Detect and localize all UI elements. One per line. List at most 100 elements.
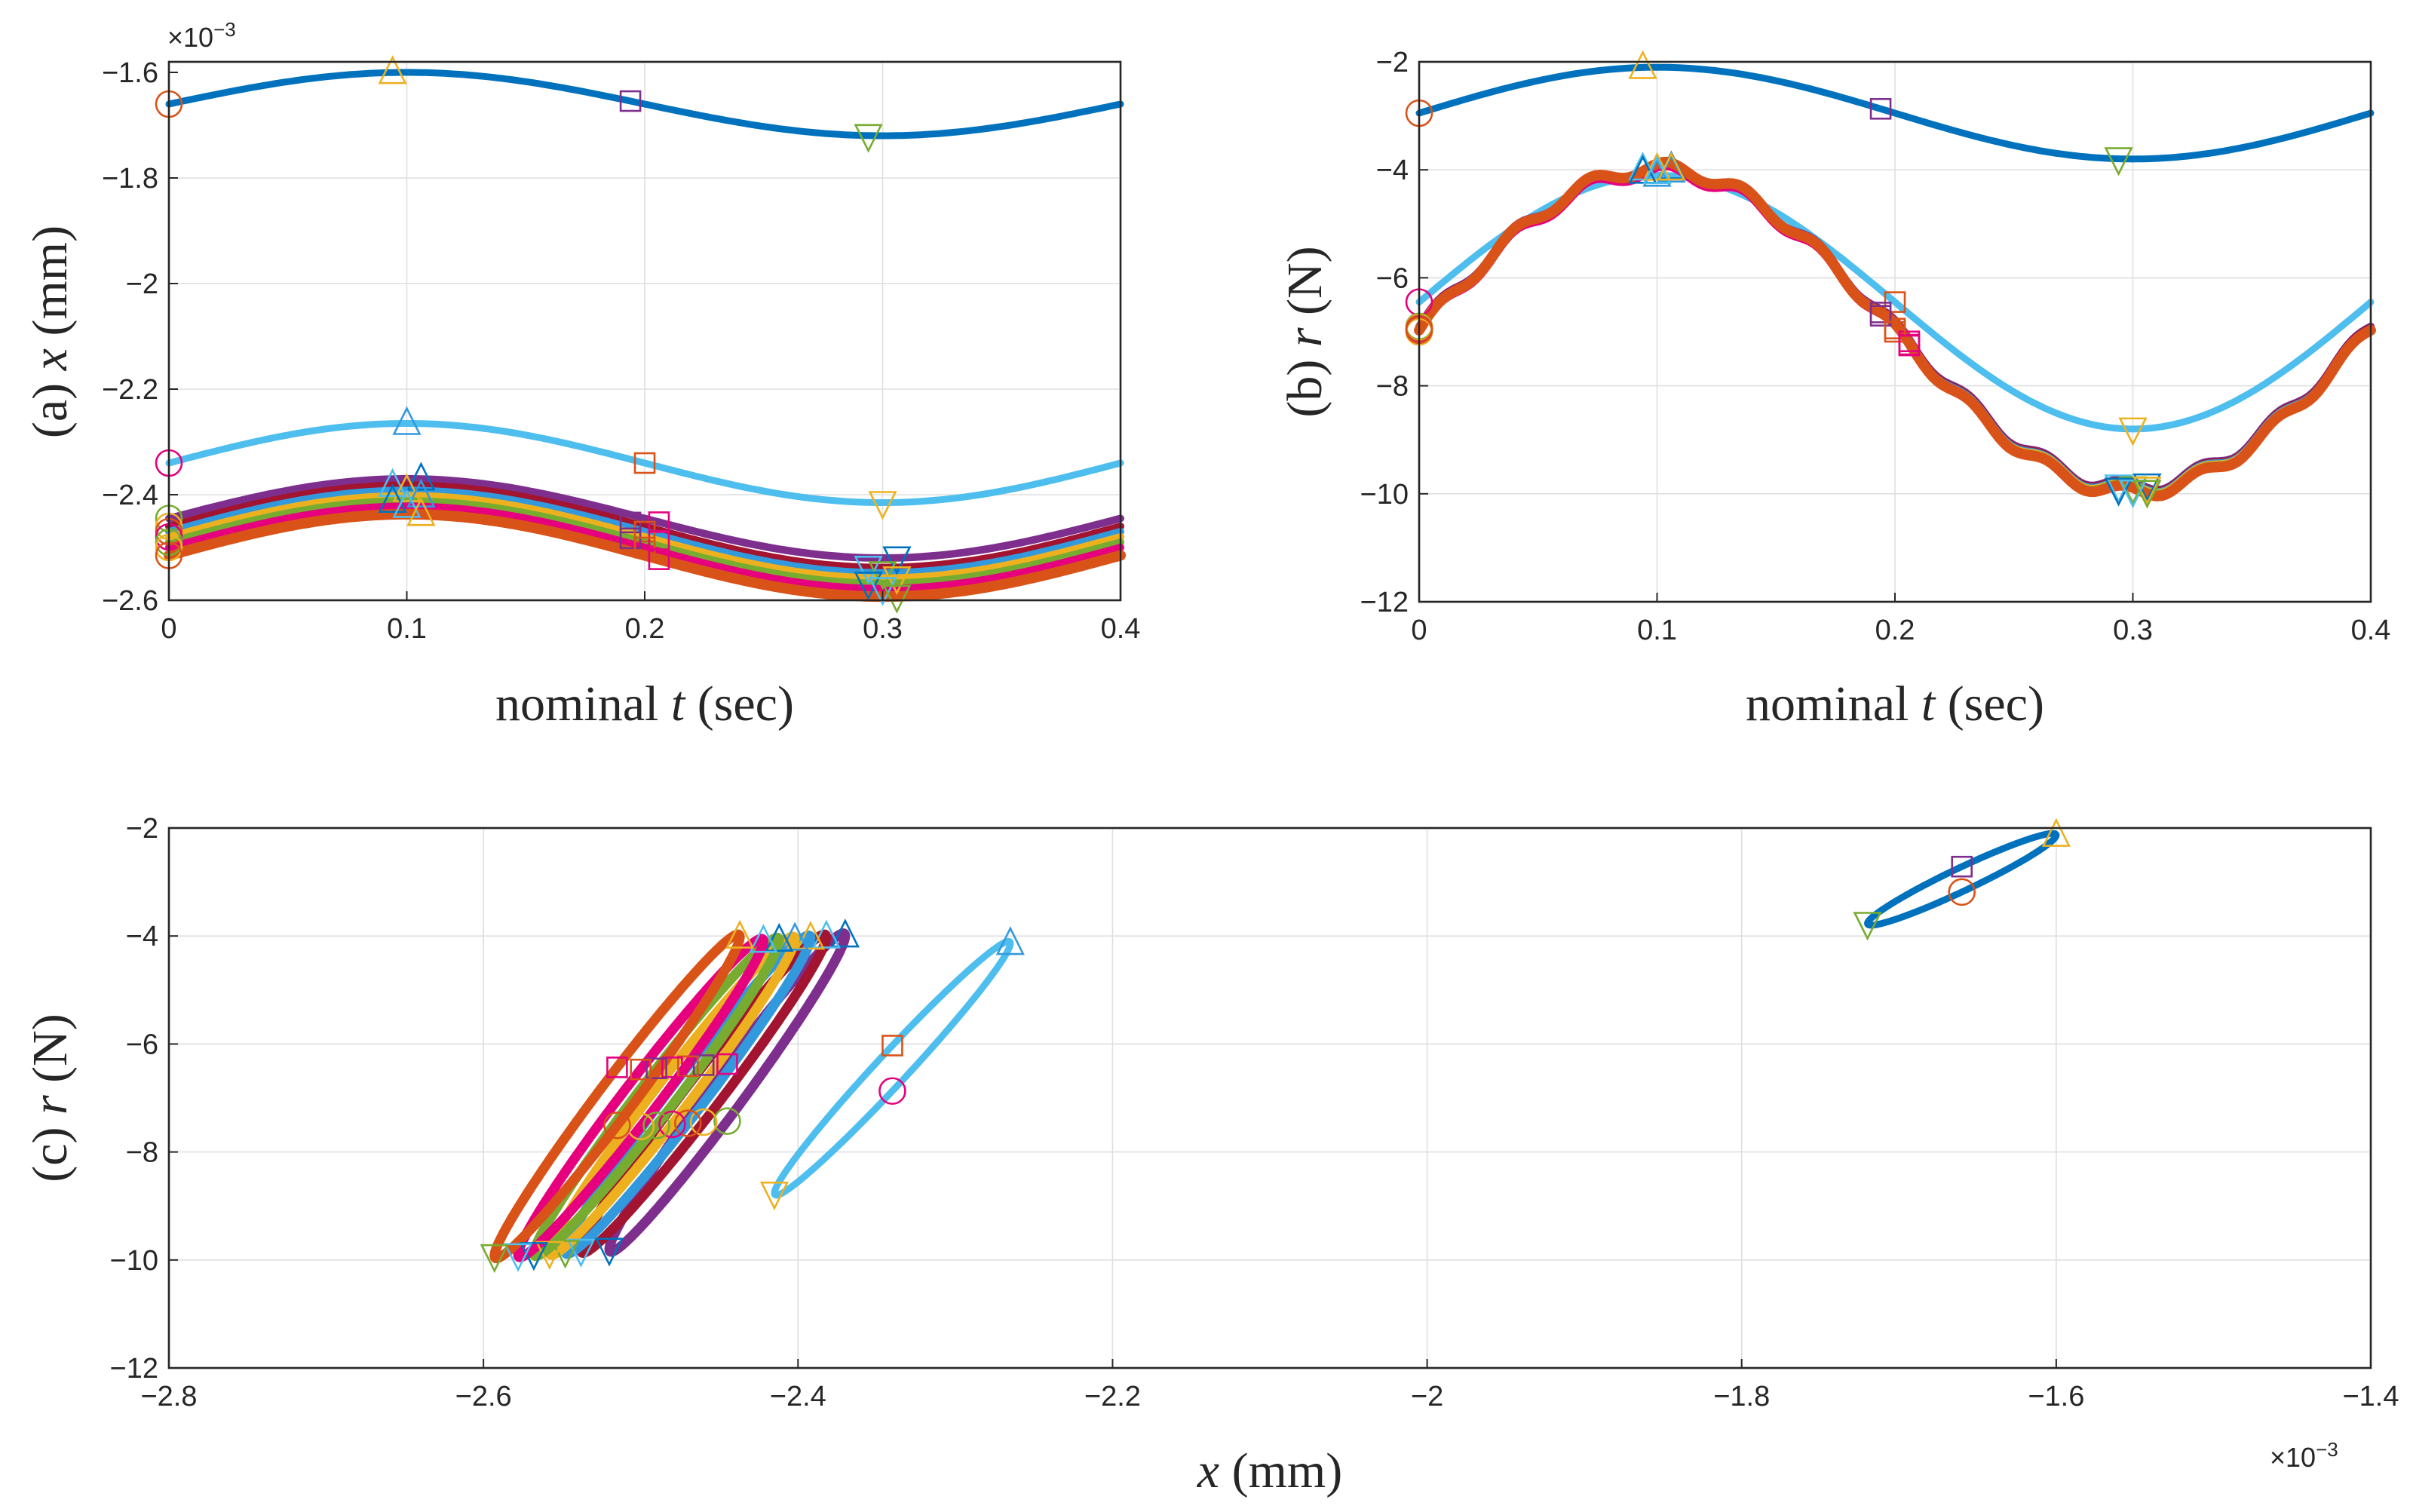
- marker-up-4: [1628, 152, 1657, 181]
- loop-marker-circle-7: [642, 1112, 670, 1139]
- marker-square-8: [633, 536, 656, 559]
- panel-b-x-label: nominal t (sec): [1746, 676, 2044, 731]
- loop-6: [544, 931, 800, 1260]
- marker-up-3: [406, 462, 436, 491]
- panel-c-grid: [169, 828, 2371, 1368]
- loop-marker-down-7: [519, 1242, 548, 1271]
- loop-marker-circle-5: [673, 1109, 702, 1137]
- loop-1: [1864, 830, 2060, 929]
- y-tick-label: −10: [1360, 479, 1409, 511]
- panel-c: −2.8 −2.6 −2.4 −2.2 −2 −1.8 −1.6 −1.4 −12 −10 −8 −6…: [23, 813, 2399, 1498]
- loop-marker-down-9: [480, 1244, 509, 1274]
- panel-c-markers: [480, 817, 2071, 1274]
- loop-marker-down-2: [759, 1181, 790, 1211]
- panel-a-markers: [155, 55, 912, 614]
- x-tick-label: 0.4: [1101, 613, 1141, 645]
- loop-marker-up-1: [2041, 817, 2071, 847]
- marker-square-1: [1869, 97, 1892, 120]
- loop-marker-square-4: [692, 1054, 715, 1076]
- marker-square-1: [619, 90, 642, 112]
- series-line-3: [165, 475, 1124, 562]
- panel-c-plot-area: [167, 827, 2372, 1369]
- series-line-5: [165, 486, 1124, 577]
- loop-marker-down-8: [503, 1243, 533, 1272]
- x-tick-label: −2.8: [140, 1381, 197, 1412]
- series-line-8: [165, 502, 1124, 593]
- loop-marker-down-1: [1853, 912, 1882, 941]
- loop-9: [489, 929, 745, 1264]
- x-tick-label: −2.6: [455, 1381, 512, 1412]
- panel-b-ticks: 0 0.1 0.2 0.3 0.4 −12 −10 −8 −6 −4 −2: [1360, 47, 2391, 646]
- panel-a-series: [164, 69, 1126, 603]
- panel-c-x-label: x (mm): [1197, 1443, 1342, 1498]
- loop-marker-square-5: [676, 1055, 699, 1078]
- y-tick-label: −12: [110, 1353, 158, 1385]
- y-tick-label: −12: [1360, 587, 1409, 618]
- x-tick-label: 0.1: [387, 613, 427, 645]
- marker-square-8: [1884, 320, 1906, 343]
- x-tick-label: 0.2: [1875, 615, 1915, 646]
- marker-up-7: [378, 483, 407, 513]
- x-tick-label: −1.8: [1713, 1381, 1770, 1412]
- marker-down-1: [2104, 147, 2133, 176]
- panel-a: 0 0.1 0.2 0.3 0.4 −2.6 −2.4 −2.2 −2 −1.8 −1.6 ×10−…: [23, 18, 1140, 731]
- loop-marker-up-7: [765, 922, 794, 952]
- x-tick-label: 0: [161, 613, 176, 645]
- marker-down-9: [2132, 480, 2162, 509]
- marker-down-3: [882, 546, 912, 575]
- marker-down-2: [2118, 417, 2148, 446]
- marker-down-9: [882, 584, 912, 614]
- x-tick-label: 0.3: [2113, 615, 2153, 646]
- marker-down-6: [882, 566, 912, 596]
- loop-marker-down-3: [594, 1238, 624, 1267]
- x-tick-label: 0.2: [625, 613, 665, 645]
- loop-marker-up-4: [811, 919, 841, 949]
- loop-marker-up-6: [780, 922, 810, 951]
- loop-8: [513, 934, 768, 1262]
- y-tick-label: −2.2: [102, 374, 158, 406]
- y-tick-label: −4: [126, 921, 158, 952]
- loop-marker-circle-3: [713, 1107, 741, 1135]
- marker-down-2: [868, 491, 897, 520]
- series-line-9: [1414, 156, 2376, 501]
- panel-b: 0 0.1 0.2 0.3 0.4 −12 −10 −8 −6 −4 −2 (b) r (N) no…: [1277, 47, 2390, 731]
- marker-square-6: [648, 529, 670, 552]
- panel-c-ticks: −2.8 −2.6 −2.4 −2.2 −2 −1.8 −1.6 −1.4 −12 −10 −8 −6…: [110, 813, 2399, 1412]
- panel-a-x-label: nominal t (sec): [495, 676, 794, 731]
- panel-a-y-multiplier: ×10−3: [167, 18, 236, 53]
- marker-up-6: [406, 478, 436, 508]
- loop-marker-circle-2: [878, 1077, 906, 1106]
- x-tick-label: −1.6: [2028, 1381, 2084, 1412]
- loop-marker-square-8: [630, 1058, 652, 1081]
- x-tick-label: 0.3: [863, 613, 903, 645]
- series-line-4: [165, 481, 1124, 572]
- loop-marker-square-2: [881, 1035, 903, 1057]
- loop-marker-circle-4: [689, 1108, 718, 1136]
- panel-a-ticks: 0 0.1 0.2 0.3 0.4 −2.6 −2.4 −2.2 −2 −1.8 −1.6: [102, 57, 1140, 645]
- marker-up-1: [1628, 50, 1657, 79]
- series-line-1: [165, 69, 1124, 140]
- y-tick-label: −2.4: [102, 480, 158, 511]
- x-tick-label: 0.4: [2351, 615, 2391, 646]
- panel-c-x-multiplier: ×10−3: [2270, 1438, 2338, 1473]
- y-tick-label: −8: [126, 1137, 158, 1169]
- y-tick-label: −1.6: [102, 57, 158, 89]
- loop-marker-square-1: [1951, 855, 1973, 878]
- loop-marker-up-2: [995, 926, 1025, 955]
- x-tick-label: −2.4: [770, 1381, 826, 1412]
- marker-square-2: [633, 452, 656, 474]
- loop-marker-up-3: [830, 919, 860, 948]
- marker-up-9: [406, 497, 436, 526]
- loop-marker-circle-6: [658, 1110, 686, 1139]
- marker-down-4: [854, 556, 883, 585]
- loop-marker-up-9: [725, 919, 755, 949]
- marker-down-1: [854, 124, 883, 153]
- loop-marker-down-4: [566, 1238, 596, 1268]
- panel-b-y-label: (b) r (N): [1277, 246, 1332, 417]
- y-tick-label: −4: [1376, 155, 1409, 186]
- panel-c-series: [489, 830, 2060, 1264]
- loop-marker-square-6: [661, 1057, 683, 1078]
- loop-marker-square-7: [645, 1057, 667, 1080]
- series-line-2: [165, 420, 1124, 506]
- x-tick-label: −2: [1411, 1381, 1443, 1412]
